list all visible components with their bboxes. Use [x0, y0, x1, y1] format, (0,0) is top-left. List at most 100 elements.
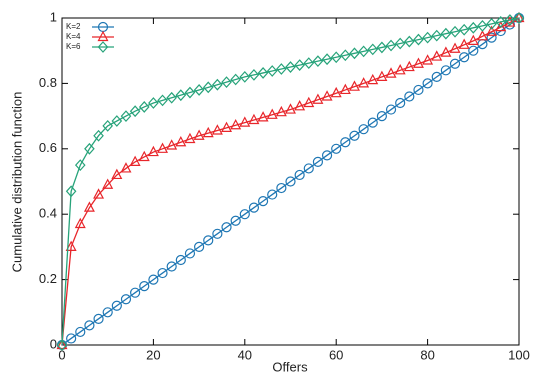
point — [303, 163, 314, 174]
point — [93, 129, 104, 142]
point — [412, 57, 424, 68]
y-tick-label: 0.4 — [39, 206, 57, 221]
point — [157, 142, 169, 153]
point — [486, 25, 498, 36]
point — [111, 115, 123, 127]
point — [193, 129, 205, 140]
point — [321, 150, 333, 161]
x-axis-label: Offers — [272, 359, 308, 374]
point — [120, 110, 132, 122]
point — [157, 267, 168, 279]
point — [312, 55, 324, 68]
x-tick-label: 80 — [420, 347, 434, 362]
point — [285, 103, 296, 114]
point — [394, 64, 406, 75]
point — [147, 145, 159, 157]
x-tick-label: 60 — [329, 347, 343, 362]
point — [120, 294, 132, 305]
point — [467, 34, 479, 45]
point — [74, 159, 86, 172]
point — [83, 201, 95, 212]
point — [385, 67, 397, 78]
point — [348, 80, 360, 91]
point — [129, 155, 141, 166]
point — [330, 51, 342, 64]
point — [422, 78, 433, 89]
point — [294, 100, 306, 111]
point — [285, 61, 296, 73]
legend-label: K=4 — [66, 32, 81, 41]
y-tick-label: 1 — [50, 9, 57, 24]
point — [175, 135, 187, 147]
point — [175, 254, 186, 266]
point — [221, 121, 233, 132]
point — [459, 52, 470, 63]
point — [66, 333, 77, 344]
point — [184, 132, 196, 144]
point — [230, 215, 241, 226]
point — [248, 202, 260, 213]
point — [157, 94, 168, 107]
series-line — [61, 17, 520, 346]
point — [376, 110, 387, 122]
point — [458, 23, 470, 36]
point — [221, 76, 232, 88]
point — [148, 97, 159, 109]
point — [175, 89, 187, 102]
point — [367, 73, 379, 85]
point — [486, 17, 497, 30]
point — [513, 12, 525, 24]
point — [275, 105, 287, 117]
point — [212, 78, 223, 91]
plot-frame — [61, 17, 520, 346]
point — [440, 27, 452, 40]
point — [130, 287, 141, 298]
point — [303, 57, 315, 70]
point — [239, 209, 250, 220]
point — [458, 38, 470, 49]
point — [129, 105, 141, 118]
point — [211, 124, 223, 135]
point — [294, 59, 305, 71]
point — [138, 150, 150, 162]
point — [413, 33, 424, 46]
y-axis-label: Cumulative distribution function — [9, 92, 24, 273]
point — [404, 91, 415, 102]
point — [166, 91, 177, 104]
point — [431, 71, 442, 82]
point — [403, 60, 415, 72]
point — [340, 137, 351, 148]
point — [97, 41, 109, 53]
point — [248, 113, 260, 125]
point — [303, 96, 315, 108]
point — [495, 20, 507, 32]
point — [339, 83, 351, 95]
point — [476, 30, 488, 41]
point — [321, 53, 333, 66]
point — [120, 162, 132, 173]
point — [431, 50, 443, 61]
point — [358, 77, 370, 88]
x-tick-label: 40 — [238, 347, 252, 362]
point — [330, 86, 342, 98]
point — [294, 169, 305, 181]
point — [138, 101, 150, 113]
point — [312, 156, 324, 167]
point — [193, 84, 205, 96]
y-tick-label: 0.8 — [39, 75, 57, 90]
point — [331, 143, 342, 154]
point — [495, 16, 507, 28]
point — [449, 25, 461, 38]
point — [230, 73, 241, 86]
point — [93, 313, 104, 324]
point — [74, 217, 86, 229]
point — [468, 45, 479, 56]
point — [422, 31, 433, 44]
x-tick-label: 0 — [58, 347, 65, 362]
point — [349, 130, 360, 141]
point — [340, 49, 351, 62]
point — [486, 32, 497, 43]
point — [285, 176, 296, 187]
point — [166, 261, 177, 272]
